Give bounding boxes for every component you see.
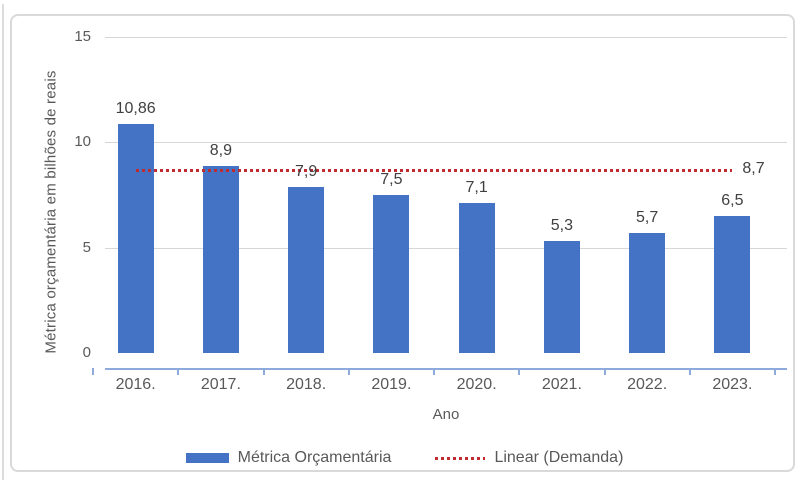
x-tick-label-2023: 2023.: [712, 376, 753, 393]
x-axis-tick-0: [92, 368, 94, 375]
y-tick-label-15: 15: [74, 28, 91, 45]
x-tick-label-2019: 2019.: [371, 376, 412, 393]
chart-frame: Métrica orçamentária em bilhões de reais…: [10, 14, 795, 472]
bar-value-label-2022: 5,7: [636, 208, 659, 226]
bar-2022: [629, 232, 666, 353]
bar-value-label-2020: 7,1: [465, 179, 488, 197]
legend-item-linear: Linear (Demanda): [435, 449, 623, 467]
bar-value-label-2016: 10,86: [115, 100, 156, 118]
x-axis-tick-7: [688, 368, 691, 375]
bar-2020: [458, 203, 495, 353]
x-tick-label-2018: 2018.: [286, 376, 327, 393]
bar-2018: [288, 186, 325, 353]
x-axis-tick-8: [774, 368, 776, 375]
bar-value-label-2018: 7,9: [295, 162, 318, 180]
x-tick-label-2016: 2016.: [115, 376, 156, 393]
trendline-value-label: 8,7: [742, 159, 765, 177]
y-axis-title: Métrica orçamentária em bilhões de reais: [42, 70, 60, 354]
x-axis-tick-1: [177, 368, 180, 375]
legend-label-linear: Linear (Demanda): [494, 449, 624, 466]
gridline-10: [105, 142, 787, 144]
x-axis-tick-5: [518, 368, 521, 375]
bar-2023: [714, 216, 751, 353]
x-axis-tick-4: [433, 368, 435, 375]
x-axis-line: [105, 368, 787, 370]
bar-value-label-2019: 7,5: [380, 171, 403, 188]
x-tick-label-2017: 2017.: [200, 376, 241, 393]
gridline-15: [105, 37, 787, 38]
x-axis-tick-3: [347, 368, 350, 375]
x-tick-label-2022: 2022.: [627, 376, 668, 393]
bar-value-label-2021: 5,3: [550, 217, 573, 235]
bar-2021: [543, 241, 580, 353]
bar-2016: [117, 124, 154, 353]
x-axis-tick-2: [262, 368, 265, 375]
y-tick-label-5: 5: [82, 238, 91, 256]
bar-value-label-2023: 6,5: [721, 192, 744, 210]
dotted-line-swatch-icon: [435, 456, 486, 460]
x-tick-label-2020: 2020.: [456, 376, 497, 393]
y-tick-label-10: 10: [74, 133, 91, 151]
bar-2019: [373, 195, 410, 353]
y-tick-label-0: 0: [82, 344, 91, 361]
legend-item-metrica: Métrica Orçamentária: [185, 449, 392, 467]
bar-value-label-2017: 8,9: [209, 141, 232, 159]
x-axis-title: Ano: [432, 406, 460, 423]
gridline-5: [105, 247, 787, 249]
x-axis-tick-6: [603, 368, 606, 375]
bar-2017: [202, 165, 239, 353]
x-tick-label-2021: 2021.: [541, 376, 582, 393]
bar-series-swatch-icon: [185, 453, 229, 463]
legend: Métrica Orçamentária Linear (Demanda): [12, 449, 797, 467]
trendline-linear-demanda: [135, 168, 733, 172]
legend-label-metrica: Métrica Orçamentária: [237, 449, 392, 466]
page-edge-line: [2, 4, 4, 480]
